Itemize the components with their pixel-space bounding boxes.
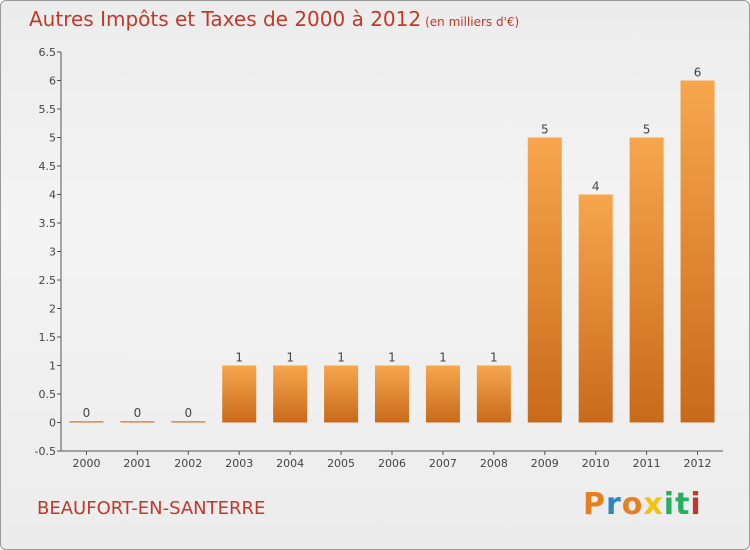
bar bbox=[69, 421, 104, 423]
y-tick-label: 2.5 bbox=[39, 274, 57, 287]
data-label: 1 bbox=[439, 351, 447, 365]
data-label: 1 bbox=[286, 351, 294, 365]
logo-letter: r bbox=[606, 487, 622, 522]
x-tick-label: 2001 bbox=[123, 457, 151, 470]
x-tick-label: 2007 bbox=[429, 457, 457, 470]
x-tick-label: 2012 bbox=[684, 457, 712, 470]
bar bbox=[171, 421, 206, 423]
data-label: 0 bbox=[134, 406, 142, 420]
bar bbox=[425, 365, 460, 423]
y-tick-label: 1 bbox=[49, 360, 56, 373]
data-label: 6 bbox=[694, 66, 702, 80]
x-tick-label: 2000 bbox=[72, 457, 100, 470]
logo-letter: P bbox=[583, 487, 606, 522]
data-label: 0 bbox=[83, 406, 91, 420]
chart-title: Autres Impôts et Taxes de 2000 à 2012 (en… bbox=[29, 7, 519, 31]
x-tick-label: 2006 bbox=[378, 457, 406, 470]
bar bbox=[324, 365, 359, 423]
data-label: 4 bbox=[592, 180, 600, 194]
chart-title-text: Autres Impôts et Taxes de 2000 à 2012 bbox=[29, 7, 422, 31]
data-label: 1 bbox=[235, 351, 243, 365]
x-tick-label: 2008 bbox=[480, 457, 508, 470]
y-tick-label: 5 bbox=[49, 132, 56, 145]
logo-letter: x bbox=[643, 487, 664, 522]
y-tick-label: 0.5 bbox=[39, 388, 57, 401]
bar bbox=[120, 421, 155, 423]
x-tick-label: 2011 bbox=[633, 457, 661, 470]
y-tick-label: 1.5 bbox=[39, 331, 57, 344]
logo-letter: i bbox=[690, 487, 702, 522]
data-label: 5 bbox=[541, 123, 549, 137]
proxiti-logo: Proxiti bbox=[583, 487, 702, 522]
y-tick-label: 0 bbox=[49, 417, 56, 430]
y-tick-label: 2 bbox=[49, 303, 56, 316]
x-tick-label: 2005 bbox=[327, 457, 355, 470]
y-tick-label: 3.5 bbox=[39, 217, 57, 230]
data-label: 1 bbox=[490, 351, 498, 365]
bar bbox=[222, 365, 257, 423]
y-tick-label: 4 bbox=[49, 189, 56, 202]
data-label: 5 bbox=[643, 123, 651, 137]
chart-unit: (en milliers d'€) bbox=[425, 15, 520, 29]
commune-name: BEAUFORT-EN-SANTERRE bbox=[37, 498, 266, 519]
bar bbox=[680, 80, 715, 423]
x-tick-label: 2003 bbox=[225, 457, 253, 470]
logo-letter: t bbox=[675, 487, 691, 522]
y-tick-label: 5.5 bbox=[39, 103, 57, 116]
data-label: 0 bbox=[184, 406, 192, 420]
y-tick-label: -0.5 bbox=[35, 445, 56, 458]
bar bbox=[273, 365, 308, 423]
x-tick-label: 2010 bbox=[582, 457, 610, 470]
y-tick-label: 4.5 bbox=[39, 160, 57, 173]
data-label: 1 bbox=[337, 351, 345, 365]
y-tick-label: 3 bbox=[49, 246, 56, 259]
logo-letter: o bbox=[621, 487, 644, 522]
bar bbox=[476, 365, 511, 423]
data-label: 1 bbox=[388, 351, 396, 365]
y-tick-label: 6.5 bbox=[39, 46, 57, 59]
bar bbox=[375, 365, 409, 423]
y-tick-label: 6 bbox=[49, 75, 56, 88]
x-tick-label: 2002 bbox=[174, 457, 202, 470]
x-tick-label: 2004 bbox=[276, 457, 304, 470]
bar bbox=[629, 137, 664, 423]
logo-letter: i bbox=[663, 487, 676, 522]
x-tick-label: 2009 bbox=[531, 457, 559, 470]
bar bbox=[527, 137, 562, 423]
bar bbox=[578, 194, 613, 423]
